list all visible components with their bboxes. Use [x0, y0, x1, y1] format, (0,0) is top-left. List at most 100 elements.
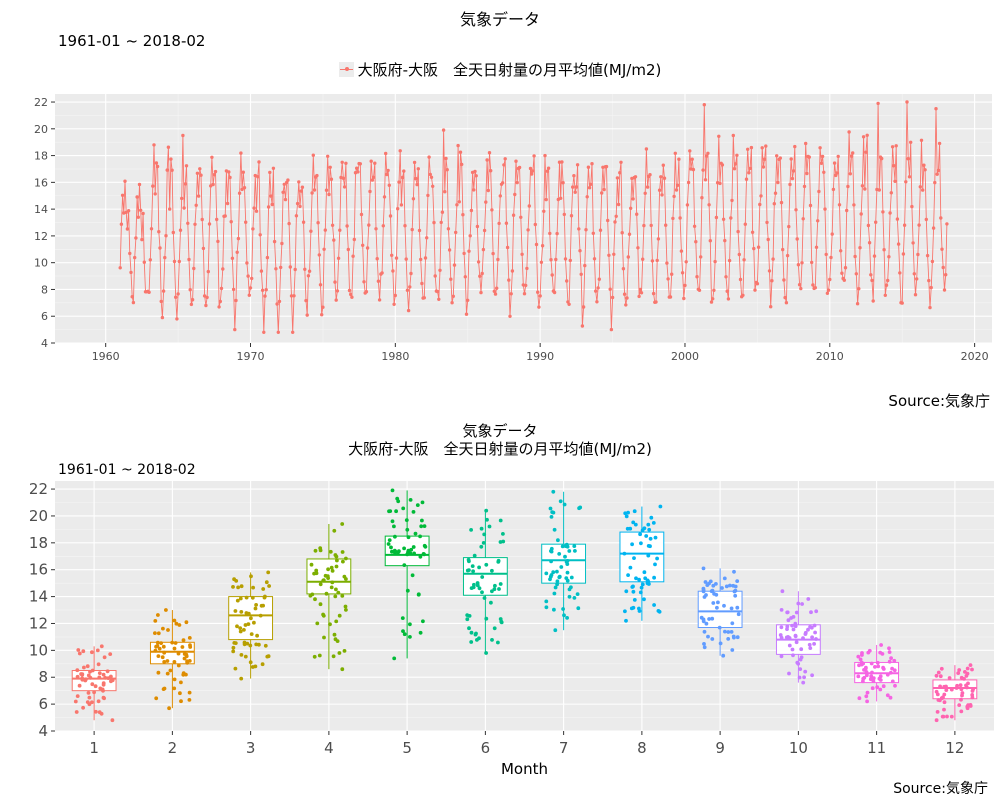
box-jitter-point [867, 648, 872, 653]
top-series-point [433, 274, 437, 278]
box-jitter-point [942, 707, 946, 712]
top-series-point [889, 191, 893, 195]
top-series-point [548, 231, 552, 236]
top-series-point [187, 257, 191, 262]
box-jitter-point [490, 589, 494, 594]
box-jitter-point [809, 610, 813, 615]
box-jitter-point [411, 510, 416, 514]
top-series-point [702, 103, 706, 107]
box-jitter-point [482, 596, 487, 600]
top-series-point [157, 230, 161, 234]
top-series-point [854, 272, 858, 276]
box-jitter-point [96, 662, 101, 667]
top-series-point [708, 239, 712, 243]
box-jitter-point [160, 655, 165, 660]
box-jitter-point [315, 621, 320, 626]
top-series-point [309, 229, 313, 233]
top-series-point [141, 211, 145, 216]
box-jitter-point [258, 613, 263, 618]
top-series-point [341, 176, 346, 180]
box-jitter-point [106, 676, 111, 680]
top-series-point [544, 197, 548, 202]
box-jitter-point [498, 540, 503, 544]
box-jitter-point [945, 714, 949, 719]
box-jitter-point [249, 616, 253, 621]
top-series-point [799, 286, 803, 291]
box-jitter-point [960, 693, 964, 698]
box-jitter-point [393, 549, 398, 554]
top-series-point [282, 182, 286, 186]
top-series-point [445, 168, 449, 172]
box-jitter-point [549, 549, 554, 554]
bottom-y-tick-label: 4 [38, 722, 48, 740]
box-jitter-point [471, 569, 475, 574]
top-series-point [695, 275, 699, 279]
box-jitter-point [561, 607, 565, 611]
top-series-point [478, 274, 482, 278]
box-jitter-point [333, 637, 338, 642]
box-jitter-point [329, 585, 334, 590]
top-series-point [422, 296, 426, 300]
box-jitter-point [422, 524, 427, 528]
bottom-x-tick-label: 5 [402, 739, 412, 757]
top-series-point [210, 155, 214, 159]
top-series-point [795, 237, 799, 241]
top-series-point [151, 184, 155, 188]
box-jitter-point [791, 627, 796, 632]
box-jitter-point [323, 573, 328, 578]
box-jitter-point [947, 676, 952, 680]
box-jitter-point [965, 671, 970, 676]
top-series-point [148, 258, 152, 262]
top-series-point [732, 167, 737, 171]
box-jitter-point [243, 623, 248, 627]
top-series-point [549, 258, 553, 262]
top-series-point [921, 188, 925, 192]
top-series-point [396, 207, 400, 211]
box-jitter-point [176, 663, 181, 668]
top-series-point [674, 188, 679, 192]
top-series-point [423, 256, 428, 260]
box-jitter-point [634, 576, 638, 581]
top-series-point [901, 252, 906, 256]
top-series-point [235, 250, 239, 254]
top-series-point [432, 220, 436, 225]
top-series-point [192, 266, 196, 271]
top-series-point [817, 189, 821, 194]
box-jitter-point [473, 632, 478, 637]
top-series-point [577, 227, 581, 231]
bottom-chart-date-range: 1961-01 ~ 2018-02 [58, 462, 196, 478]
top-series-point [791, 169, 796, 173]
top-series-point [411, 197, 416, 201]
box-jitter-point [487, 524, 492, 529]
top-series-point [306, 274, 311, 278]
box-jitter-point [857, 663, 861, 668]
top-series-point [123, 179, 127, 183]
box-jitter-point [250, 595, 255, 600]
box-jitter-point [710, 616, 715, 621]
top-series-point [578, 249, 582, 253]
top-series-point [945, 222, 949, 226]
box-jitter-point [255, 633, 259, 638]
box-jitter-point [394, 509, 398, 514]
top-series-point [629, 206, 633, 210]
box-jitter-point [408, 622, 412, 627]
box-jitter-point [810, 635, 814, 640]
box-jitter-point [90, 650, 94, 655]
top-series-point [660, 193, 664, 197]
top-series-point [662, 176, 667, 180]
top-series-point [476, 260, 481, 264]
box-jitter-point [165, 659, 170, 663]
box-jitter-point [184, 620, 189, 625]
box-jitter-point [251, 585, 256, 590]
box-jitter-point [477, 565, 481, 570]
top-series-point [385, 172, 389, 177]
box-jitter-point [646, 522, 651, 527]
box-jitter-point [655, 556, 659, 561]
box-jitter-point [103, 675, 108, 680]
box-jitter-point [392, 524, 396, 529]
box-jitter-point [626, 510, 630, 515]
top-series-point [880, 156, 884, 161]
top-y-tick-label: 4 [41, 337, 48, 350]
box-jitter-point [164, 608, 168, 612]
top-series-point [648, 173, 652, 177]
